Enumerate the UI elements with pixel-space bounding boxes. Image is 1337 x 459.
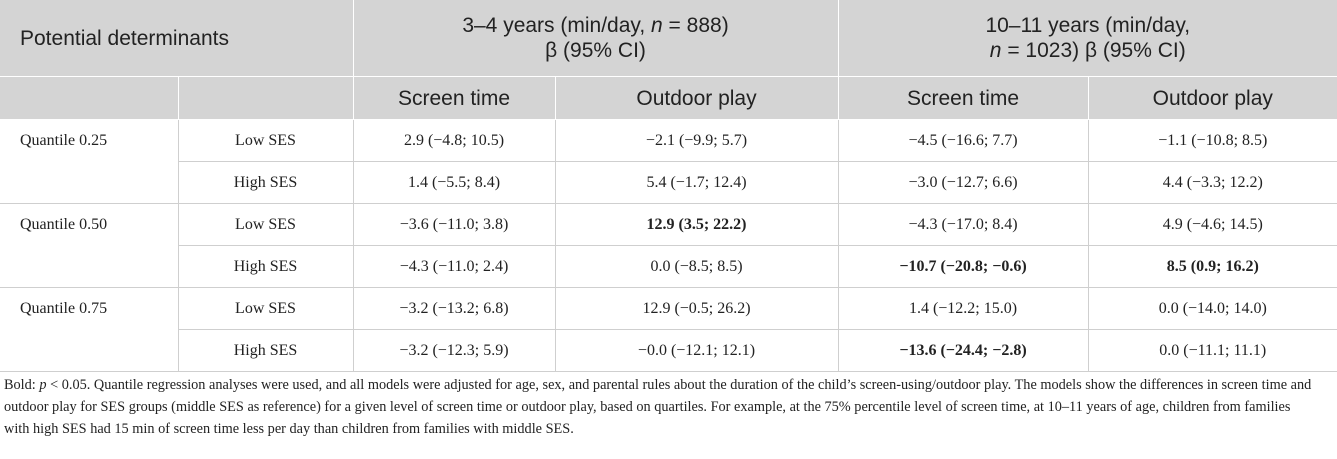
quantile-label: Quantile 0.50 (0, 203, 179, 246)
table-row: High SES −4.3 (−11.0; 2.4) 0.0 (−8.5; 8.… (0, 245, 1337, 288)
table-cell-significant: −10.7 (−20.8; −0.6) (838, 245, 1089, 288)
table-cell: −3.2 (−12.3; 5.9) (353, 329, 556, 372)
header-potential-determinants: Potential determinants (0, 0, 354, 77)
group2-line1: 10–11 years (min/day, (985, 14, 1191, 37)
table-cell: 4.4 (−3.3; 12.2) (1088, 161, 1337, 204)
table-cell-significant: 8.5 (0.9; 16.2) (1088, 245, 1337, 288)
header-outdoor-play-2: Outdoor play (1088, 76, 1337, 120)
table-row: High SES −3.2 (−12.3; 5.9) −0.0 (−12.1; … (0, 329, 1337, 372)
table-cell: −3.6 (−11.0; 3.8) (353, 203, 556, 246)
header-screen-time-1: Screen time (353, 76, 556, 120)
table-cell: −1.1 (−10.8; 8.5) (1088, 119, 1337, 162)
table-cell: 2.9 (−4.8; 10.5) (353, 119, 556, 162)
header-screen-time-2: Screen time (838, 76, 1089, 120)
quantile-label: Quantile 0.25 (0, 119, 179, 162)
table-cell: −3.2 (−13.2; 6.8) (353, 287, 556, 330)
header-blank-1 (0, 76, 179, 120)
group2-line2-end: = 1023) β (95% CI) (1001, 39, 1186, 62)
header-group-3-4-years: 3–4 years (min/day, n = 888) β (95% CI) (353, 0, 839, 77)
table-cell: −4.3 (−11.0; 2.4) (353, 245, 556, 288)
table-row: High SES 1.4 (−5.5; 8.4) 5.4 (−1.7; 12.4… (0, 161, 1337, 204)
table-cell: 4.9 (−4.6; 14.5) (1088, 203, 1337, 246)
header-group-10-11-years: 10–11 years (min/day, n = 1023) β (95% C… (838, 0, 1337, 77)
group1-n: n (651, 14, 663, 37)
footnote-bold-prefix: Bold: (4, 377, 40, 393)
table-cell: 0.0 (−8.5; 8.5) (555, 245, 839, 288)
table-cell: −4.3 (−17.0; 8.4) (838, 203, 1089, 246)
table-cell: 0.0 (−14.0; 14.0) (1088, 287, 1337, 330)
group1-line1-end: = 888) (662, 14, 729, 37)
header-row-main: Potential determinants 3–4 years (min/da… (0, 0, 1337, 77)
table-cell-significant: −13.6 (−24.4; −2.8) (838, 329, 1089, 372)
header-outdoor-play-1: Outdoor play (555, 76, 839, 120)
group1-line1: 3–4 years (min/day, (462, 14, 652, 37)
table-row: Quantile 0.75 Low SES −3.2 (−13.2; 6.8) … (0, 287, 1337, 330)
quantile-label: Quantile 0.75 (0, 287, 179, 330)
table-cell-significant: 12.9 (3.5; 22.2) (555, 203, 839, 246)
quantile-label (0, 245, 179, 288)
table-cell: −4.5 (−16.6; 7.7) (838, 119, 1089, 162)
group1-line2: β (95% CI) (545, 39, 646, 62)
table-cell: 12.9 (−0.5; 26.2) (555, 287, 839, 330)
quantile-label (0, 161, 179, 204)
ses-label: High SES (178, 161, 354, 204)
table-cell: 0.0 (−11.1; 11.1) (1088, 329, 1337, 372)
table-cell: −3.0 (−12.7; 6.6) (838, 161, 1089, 204)
table-row: Quantile 0.50 Low SES −3.6 (−11.0; 3.8) … (0, 203, 1337, 246)
table-cell: −0.0 (−12.1; 12.1) (555, 329, 839, 372)
ses-label: High SES (178, 245, 354, 288)
footnote-p: p (39, 377, 47, 393)
ses-label: Low SES (178, 203, 354, 246)
results-table-container: Potential determinants 3–4 years (min/da… (0, 0, 1337, 372)
header-row-sub: Screen time Outdoor play Screen time Out… (0, 76, 1337, 120)
table-footnote: Bold: p < 0.05. Quantile regression anal… (0, 374, 1314, 440)
table-row: Quantile 0.25 Low SES 2.9 (−4.8; 10.5) −… (0, 119, 1337, 162)
results-table: Potential determinants 3–4 years (min/da… (0, 0, 1337, 372)
header-blank-2 (178, 76, 354, 120)
table-cell: −2.1 (−9.9; 5.7) (555, 119, 839, 162)
ses-label: High SES (178, 329, 354, 372)
table-cell: 1.4 (−12.2; 15.0) (838, 287, 1089, 330)
ses-label: Low SES (178, 119, 354, 162)
group2-n: n (989, 39, 1002, 62)
table-cell: 5.4 (−1.7; 12.4) (555, 161, 839, 204)
ses-label: Low SES (178, 287, 354, 330)
table-cell: 1.4 (−5.5; 8.4) (353, 161, 556, 204)
footnote-text: < 0.05. Quantile regression analyses wer… (4, 377, 1312, 437)
quantile-label (0, 329, 179, 372)
